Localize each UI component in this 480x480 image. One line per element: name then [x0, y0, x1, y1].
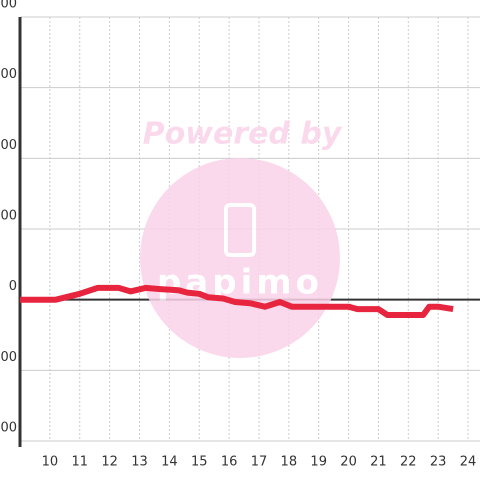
x-tick-label: 20	[340, 455, 357, 470]
x-tick-label: 24	[460, 455, 477, 470]
watermark-text: Powered by	[143, 117, 343, 152]
y-tick-label: 3,000	[0, 209, 17, 224]
x-tick-label: 18	[281, 455, 298, 470]
x-tick-label: 16	[221, 455, 238, 470]
x-tick-label: 23	[430, 455, 447, 470]
x-tick-label: 12	[101, 455, 118, 470]
watermark: Powered by papimo	[140, 117, 343, 358]
y-tick-label: 9,000	[0, 67, 17, 82]
watermark-logo: papimo	[157, 263, 323, 303]
y-tick-label: -3,000	[0, 350, 17, 365]
x-tick-label: 19	[310, 455, 327, 470]
x-tick-label: 10	[42, 455, 59, 470]
x-tick-label: 13	[131, 455, 148, 470]
x-tick-label: 14	[161, 455, 178, 470]
x-tick-label: 21	[370, 455, 387, 470]
x-tick-label: 17	[251, 455, 268, 470]
watermark-circle	[140, 158, 340, 358]
x-tick-label: 22	[400, 455, 417, 470]
y-tick-label: -6,000	[0, 421, 17, 436]
x-tick-label: 15	[191, 455, 208, 470]
y-tick-label: 6,000	[0, 138, 17, 153]
line	[20, 284, 454, 318]
y-tick-label: 12,000	[0, 0, 17, 12]
y-tick-label: 0	[9, 279, 17, 294]
x-tick-label: 11	[71, 455, 88, 470]
watermark-icon	[224, 203, 256, 257]
